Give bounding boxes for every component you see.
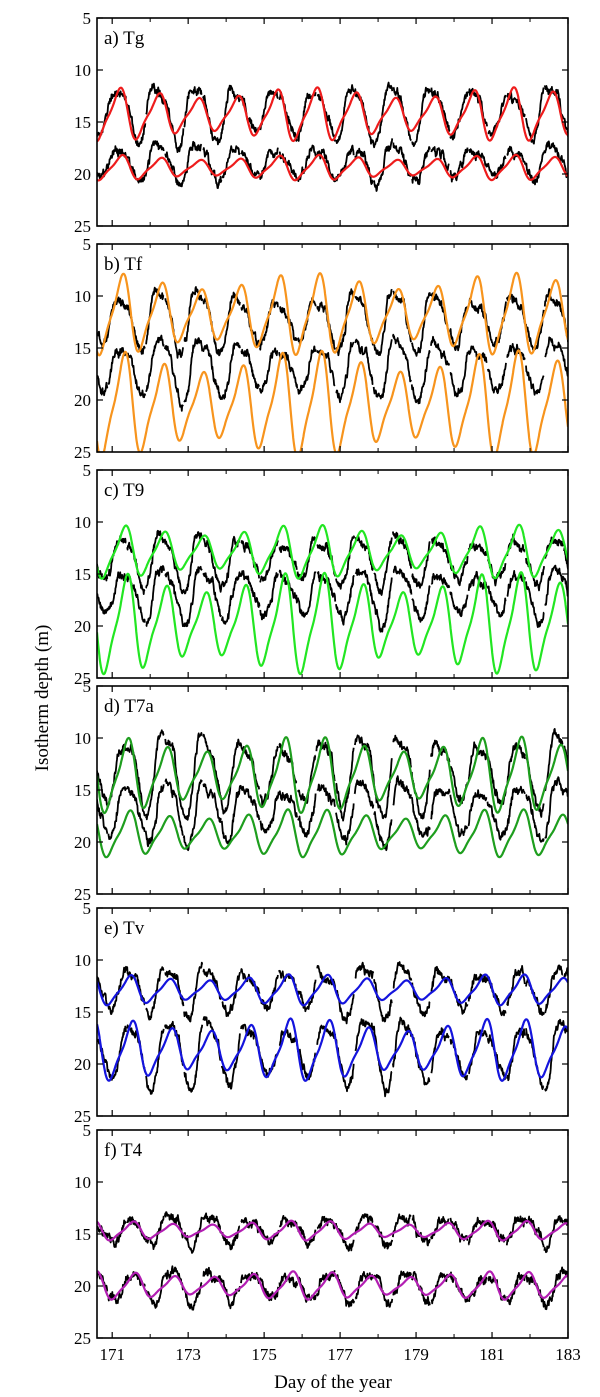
y-tick-label: 5 <box>83 461 92 480</box>
y-tick-label: 25 <box>74 1329 91 1348</box>
plot-area <box>97 961 568 1098</box>
y-tick-label: 15 <box>74 565 91 584</box>
plot-area <box>97 271 568 452</box>
x-tick-label: 177 <box>327 1345 353 1364</box>
y-tick-label: 5 <box>83 9 92 28</box>
y-tick-label: 10 <box>74 513 91 532</box>
x-tick-label: 181 <box>479 1345 505 1364</box>
model-upper-line <box>97 973 568 1007</box>
observed-upper-line <box>97 81 568 153</box>
panel-label: c) T9 <box>104 480 144 501</box>
y-tick-label: 25 <box>74 885 91 904</box>
y-tick-label: 25 <box>74 443 91 462</box>
panel-frame <box>96 685 569 895</box>
model-upper-line <box>97 735 568 815</box>
panel-label: f) T4 <box>104 1140 143 1161</box>
panel-label: a) Tg <box>104 28 145 49</box>
panel-6: 5 10 15 20 25 171 173 175 177 179 181 183 f) T4 <box>74 1121 581 1364</box>
panel-1: 5 10 15 20 25 a) Tg <box>74 9 569 236</box>
x-tick-label: 183 <box>555 1345 581 1364</box>
y-tick-label: 25 <box>74 1107 91 1126</box>
panel-label: e) Tv <box>104 918 145 939</box>
y-tick-label: 25 <box>74 217 91 236</box>
y-tick-label: 20 <box>74 165 91 184</box>
model-lower-line <box>97 1270 568 1301</box>
y-tick-label: 20 <box>74 617 91 636</box>
plot-area <box>97 523 568 676</box>
model-upper-line <box>97 523 568 580</box>
y-tick-label: 15 <box>74 113 91 132</box>
y-tick-label: 15 <box>74 1225 91 1244</box>
panels: 5 10 15 20 25 a) Tg 5 10 15 20 25 b) Tf 5 10 15 20 25 c) … <box>74 9 581 1364</box>
y-tick-label: 5 <box>83 677 92 696</box>
y-tick-label: 10 <box>74 951 91 970</box>
panel-label: b) Tf <box>104 254 143 275</box>
x-tick-label: 173 <box>175 1345 201 1364</box>
y-tick-label: 10 <box>74 61 91 80</box>
panel-5: 5 10 15 20 25 e) Tv <box>74 899 569 1126</box>
model-upper-line <box>97 1219 568 1242</box>
plot-area <box>97 81 568 192</box>
panel-frame <box>96 907 569 1117</box>
y-tick-label: 10 <box>74 287 91 306</box>
y-tick-label: 5 <box>83 1121 92 1140</box>
y-tick-label: 20 <box>74 391 91 410</box>
x-tick-label: 175 <box>251 1345 277 1364</box>
panel-2: 5 10 15 20 25 b) Tf <box>74 235 569 462</box>
model-lower-line <box>97 349 568 452</box>
y-tick-label: 25 <box>74 669 91 688</box>
y-tick-label: 20 <box>74 833 91 852</box>
observed-upper-line <box>97 961 568 1025</box>
observed-lower-line <box>97 775 568 852</box>
y-axis-title: Isotherm depth (m) <box>32 625 53 772</box>
y-tick-label: 5 <box>83 235 92 254</box>
model-lower-line <box>97 153 568 182</box>
plot-area <box>97 728 568 859</box>
y-tick-label: 15 <box>74 1003 91 1022</box>
model-lower-line <box>97 571 568 676</box>
x-tick-label: 171 <box>99 1345 125 1364</box>
observed-lower-line <box>97 564 568 633</box>
observed-lower-line <box>97 333 568 412</box>
y-tick-label: 10 <box>74 729 91 748</box>
y-tick-label: 15 <box>74 781 91 800</box>
model-lower-line <box>97 1017 568 1082</box>
y-tick-label: 5 <box>83 899 92 918</box>
panel-4: 5 10 15 20 25 d) T7a <box>74 677 569 904</box>
panel-3: 5 10 15 20 25 c) T9 <box>74 461 569 688</box>
model-upper-line <box>97 271 568 357</box>
y-tick-label: 20 <box>74 1277 91 1296</box>
plot-area <box>97 1211 568 1311</box>
y-tick-label: 10 <box>74 1173 91 1192</box>
x-tick-label: 179 <box>403 1345 429 1364</box>
y-tick-label: 15 <box>74 339 91 358</box>
x-axis-title: Day of the year <box>274 1372 392 1393</box>
y-tick-label: 20 <box>74 1055 91 1074</box>
panel-label: d) T7a <box>104 696 154 717</box>
model-lower-line <box>97 808 568 859</box>
model-upper-line <box>97 86 568 143</box>
